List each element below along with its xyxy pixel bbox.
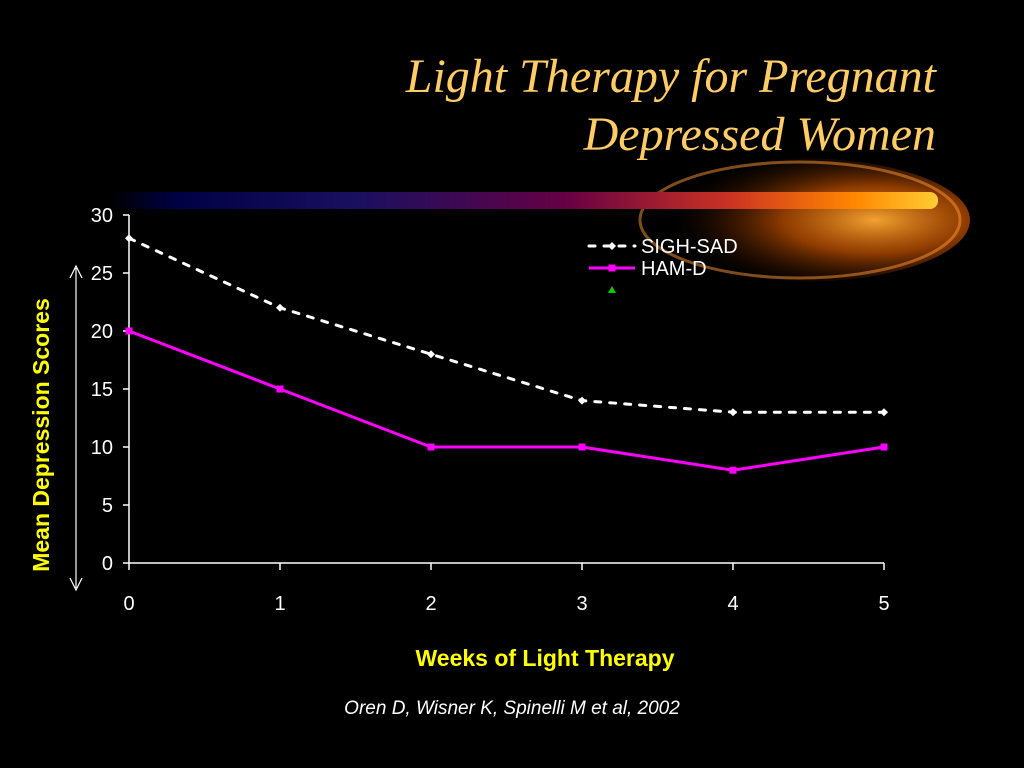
- title-line-1: Light Therapy for Pregnant: [405, 50, 936, 103]
- data-point: [276, 303, 284, 312]
- x-tick-label: 3: [576, 593, 587, 615]
- y-tick-label: 25: [91, 263, 113, 285]
- data-point: [276, 385, 284, 393]
- x-axis-label: Weeks of Light Therapy: [415, 645, 674, 671]
- x-tick-label: 1: [274, 593, 285, 615]
- arrow-up-icon: [69, 264, 83, 279]
- data-point: [125, 234, 133, 243]
- data-point: [578, 396, 586, 405]
- chart-axes: 0 5 10 15 20 25 30 0 1 2 3 4 5: [69, 205, 890, 615]
- data-point: [125, 327, 133, 335]
- data-point: [427, 443, 435, 451]
- legend-label: HAM-D: [641, 258, 707, 280]
- x-tick-label: 4: [727, 593, 738, 615]
- arrow-down-icon: [69, 577, 83, 592]
- y-tick-label: 15: [91, 379, 113, 401]
- y-tick-label: 10: [91, 437, 113, 459]
- y-tick-label: 5: [102, 495, 113, 517]
- citation: Oren D, Wisner K, Spinelli M et al, 2002: [344, 698, 680, 719]
- data-point: [578, 443, 586, 451]
- y-axis-label: Mean Depression Scores: [28, 298, 54, 572]
- data-point: [880, 408, 888, 417]
- series-line-ham-d: [128, 329, 885, 472]
- data-point: [729, 408, 737, 417]
- legend-label: SIGH-SAD: [641, 236, 738, 258]
- y-tick-label: 20: [91, 321, 113, 343]
- title-line-2: Depressed Women: [583, 108, 936, 161]
- x-tick-label: 2: [425, 593, 436, 615]
- y-tick-label: 30: [91, 205, 113, 227]
- legend-triangle-marker: [608, 286, 616, 293]
- legend-marker: [608, 242, 616, 250]
- y-tick-label: 0: [102, 553, 113, 575]
- series-line-sigh-sad: [127, 236, 886, 414]
- legend-marker: [608, 264, 616, 272]
- data-point: [880, 443, 888, 451]
- x-tick-label: 0: [123, 593, 134, 615]
- data-point: [729, 466, 737, 474]
- chart-series: [125, 234, 888, 474]
- x-tick-label: 5: [878, 593, 889, 615]
- data-point: [427, 350, 435, 359]
- slide-title: Light Therapy for Pregnant Depressed Wom…: [136, 48, 936, 164]
